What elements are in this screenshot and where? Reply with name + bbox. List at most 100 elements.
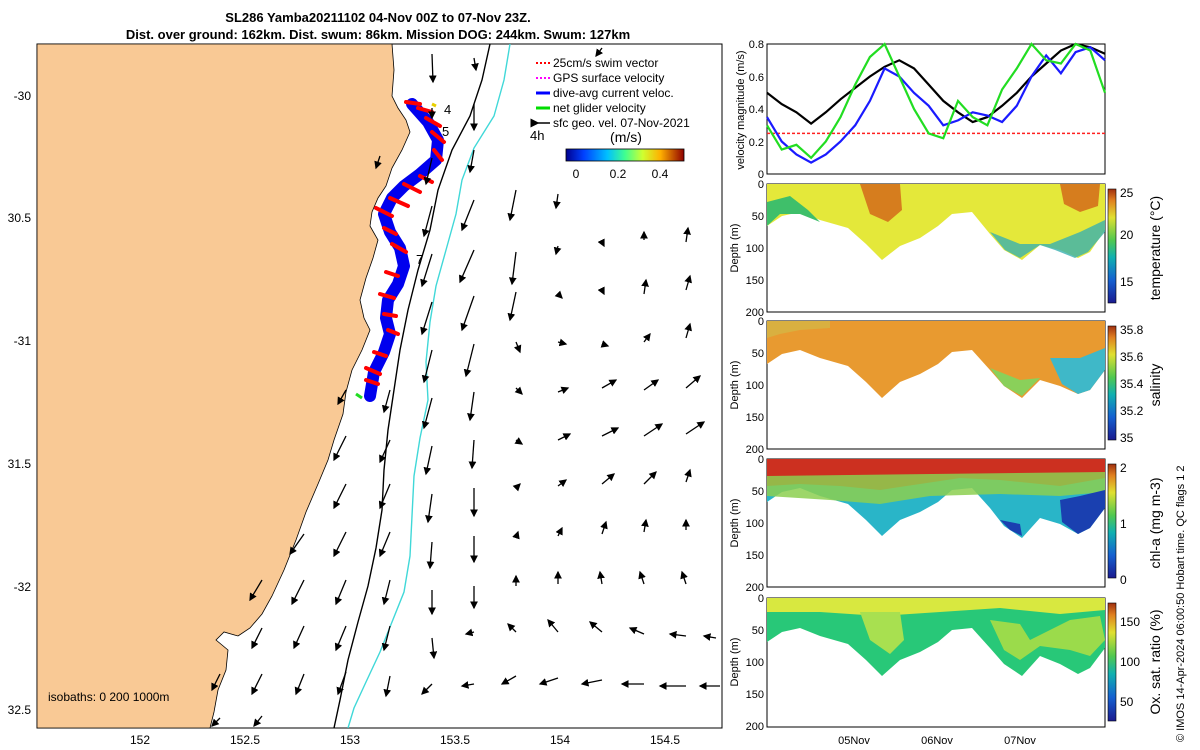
map-panel: 4 5 4h 7 25cm/s swim vector GPS surface … [8,43,723,747]
legend-entry-dive-avg: dive-avg current veloc. [553,86,674,100]
sal-ytick-3: 150 [746,412,764,424]
velocity-panel: velocity magnitude (m/s) 0 0.2 0.4 0.6 0… [735,39,1107,181]
ox-ytick-2: 100 [746,657,764,669]
chla-ylabel: Depth (m) [729,499,741,548]
track-label-7: 7 [416,252,423,267]
oxygen-panel: Depth (m) Ox. sat. ratio (%) 150 100 50 … [729,593,1163,747]
sal-cbar-tick-3: 35.2 [1120,404,1144,418]
temp-cbar-tick-1: 20 [1120,228,1134,242]
vel-ytick-4: 0.8 [749,39,764,51]
vel-ytick-1: 0.2 [749,137,764,149]
map-xtick-152-5: 152.5 [230,733,260,747]
colorbar-tick-1: 0.2 [610,167,627,181]
chla-cbar-label: chl-a (mg m-3) [1147,477,1163,568]
chla-ytick-3: 150 [746,550,764,562]
map-ytick-30-5: 30.5 [8,211,32,225]
velocity-series [766,42,1107,164]
sal-ytick-2: 100 [746,380,764,392]
ox-ytick-3: 150 [746,689,764,701]
temperature-panel: Depth (m) temperature (°C) 25 20 15 0 50… [729,179,1163,319]
salinity-section [767,321,1105,398]
chla-ytick-2: 100 [746,518,764,530]
geo-velocity-arrows [211,47,720,728]
copyright-note: © IMOS 14-Apr-2024 06:00:50 Hobart time.… [1175,465,1187,742]
sal-ytick-4: 200 [746,444,764,456]
time-xticks: 05Nov 06Nov 07Nov [838,735,1036,747]
salinity-panel: Depth (m) salinity 35.8 35.6 35.4 35.2 3… [729,316,1163,456]
temp-cbar-tick-0: 25 [1120,186,1134,200]
map-xtick-153: 153 [340,733,360,747]
temperature-section [767,184,1105,260]
salinity-ylabel: Depth (m) [729,361,741,410]
chla-ytick-1: 50 [752,486,764,498]
ox-ytick-0: 0 [758,593,764,605]
swim-vectors [364,100,446,386]
yellow-marker [431,102,437,108]
chla-cbar-tick-0: 2 [1120,461,1127,475]
legend-entry-sfc-geo: sfc geo. vel. 07-Nov-2021 [553,116,690,130]
chla-cbar-tick-2: 0 [1120,573,1127,587]
map-ytick-32: -32 [14,580,32,594]
chla-ytick-4: 200 [746,582,764,594]
map-ytick-32-5: 32.5 [8,703,32,717]
chla-ytick-0: 0 [758,454,764,466]
oxygen-ylabel: Depth (m) [729,638,741,687]
colorbar-label: (m/s) [610,129,642,145]
map-ytick-30: -30 [14,89,32,103]
legend-entry-gps: GPS surface velocity [553,71,664,85]
velocity-yticks: 0 0.2 0.4 0.6 0.8 [749,39,764,181]
sal-cbar-tick-0: 35.8 [1120,323,1144,337]
temp-ytick-0: 0 [758,179,764,191]
chart-title-line1: SL286 Yamba20211102 04-Nov 00Z to 07-Nov… [225,10,530,25]
isobath-1000m [347,44,511,728]
xtick-07nov: 07Nov [1004,735,1036,747]
sal-cbar-tick-4: 35 [1120,431,1134,445]
xtick-05nov: 05Nov [838,735,870,747]
vel-ytick-2: 0.4 [749,104,764,116]
net-velocity [355,392,363,400]
chla-cbar-tick-1: 1 [1120,517,1127,531]
track-label-4h: 4h [530,128,544,143]
track-label-4: 4 [444,102,451,117]
colorbar-tick-2: 0.4 [652,167,669,181]
temperature-ylabel: Depth (m) [729,224,741,273]
sal-ytick-1: 50 [752,348,764,360]
ox-cbar-tick-0: 150 [1120,615,1140,629]
ox-cbar-tick-1: 100 [1120,655,1140,669]
chart-title-line2: Dist. over ground: 162km. Dist. swum: 86… [126,27,630,42]
map-ytick-31: -31 [14,334,32,348]
velocity-series-1 [766,46,1106,164]
colorbar [565,148,685,162]
ox-cbar-tick-2: 50 [1120,695,1134,709]
temp-cbar-tick-2: 15 [1120,275,1134,289]
isobath-label: isobaths: 0 200 1000m [48,690,169,704]
legend-entry-swim: 25cm/s swim vector [553,56,658,70]
land-area [37,44,411,728]
map-legend: 25cm/s swim vector GPS surface velocity … [530,56,690,130]
colorbar-tick-0: 0 [573,167,580,181]
isobath-200m [333,44,491,728]
salinity-cbar-label: salinity [1147,364,1163,407]
map-yticks: -30 30.5 -31 31.5 -32 32.5 [8,89,32,717]
velocity-series-2 [766,42,1107,160]
ox-ytick-1: 50 [752,625,764,637]
map-xtick-154-5: 154.5 [650,733,680,747]
map-xtick-154: 154 [550,733,570,747]
temp-ytick-3: 150 [746,275,764,287]
vel-ytick-0: 0 [758,169,764,181]
chla-panel: Depth (m) chl-a (mg m-3) 2 1 0 0 50 100 … [729,454,1163,594]
temperature-cbar-label: temperature (°C) [1147,196,1163,300]
sal-ytick-0: 0 [758,316,764,328]
map-xtick-152: 152 [130,733,150,747]
temp-ytick-1: 50 [752,211,764,223]
temp-ytick-4: 200 [746,307,764,319]
vel-ytick-3: 0.6 [749,72,764,84]
oxygen-cbar-label: Ox. sat. ratio (%) [1147,609,1163,714]
map-xticks: 152 152.5 153 153.5 154 154.5 [130,733,680,747]
velocity-axes [766,43,1106,175]
xtick-06nov: 06Nov [921,735,953,747]
temp-ytick-2: 100 [746,243,764,255]
legend-entry-net-glider: net glider velocity [553,101,646,115]
ox-ytick-4: 200 [746,721,764,733]
